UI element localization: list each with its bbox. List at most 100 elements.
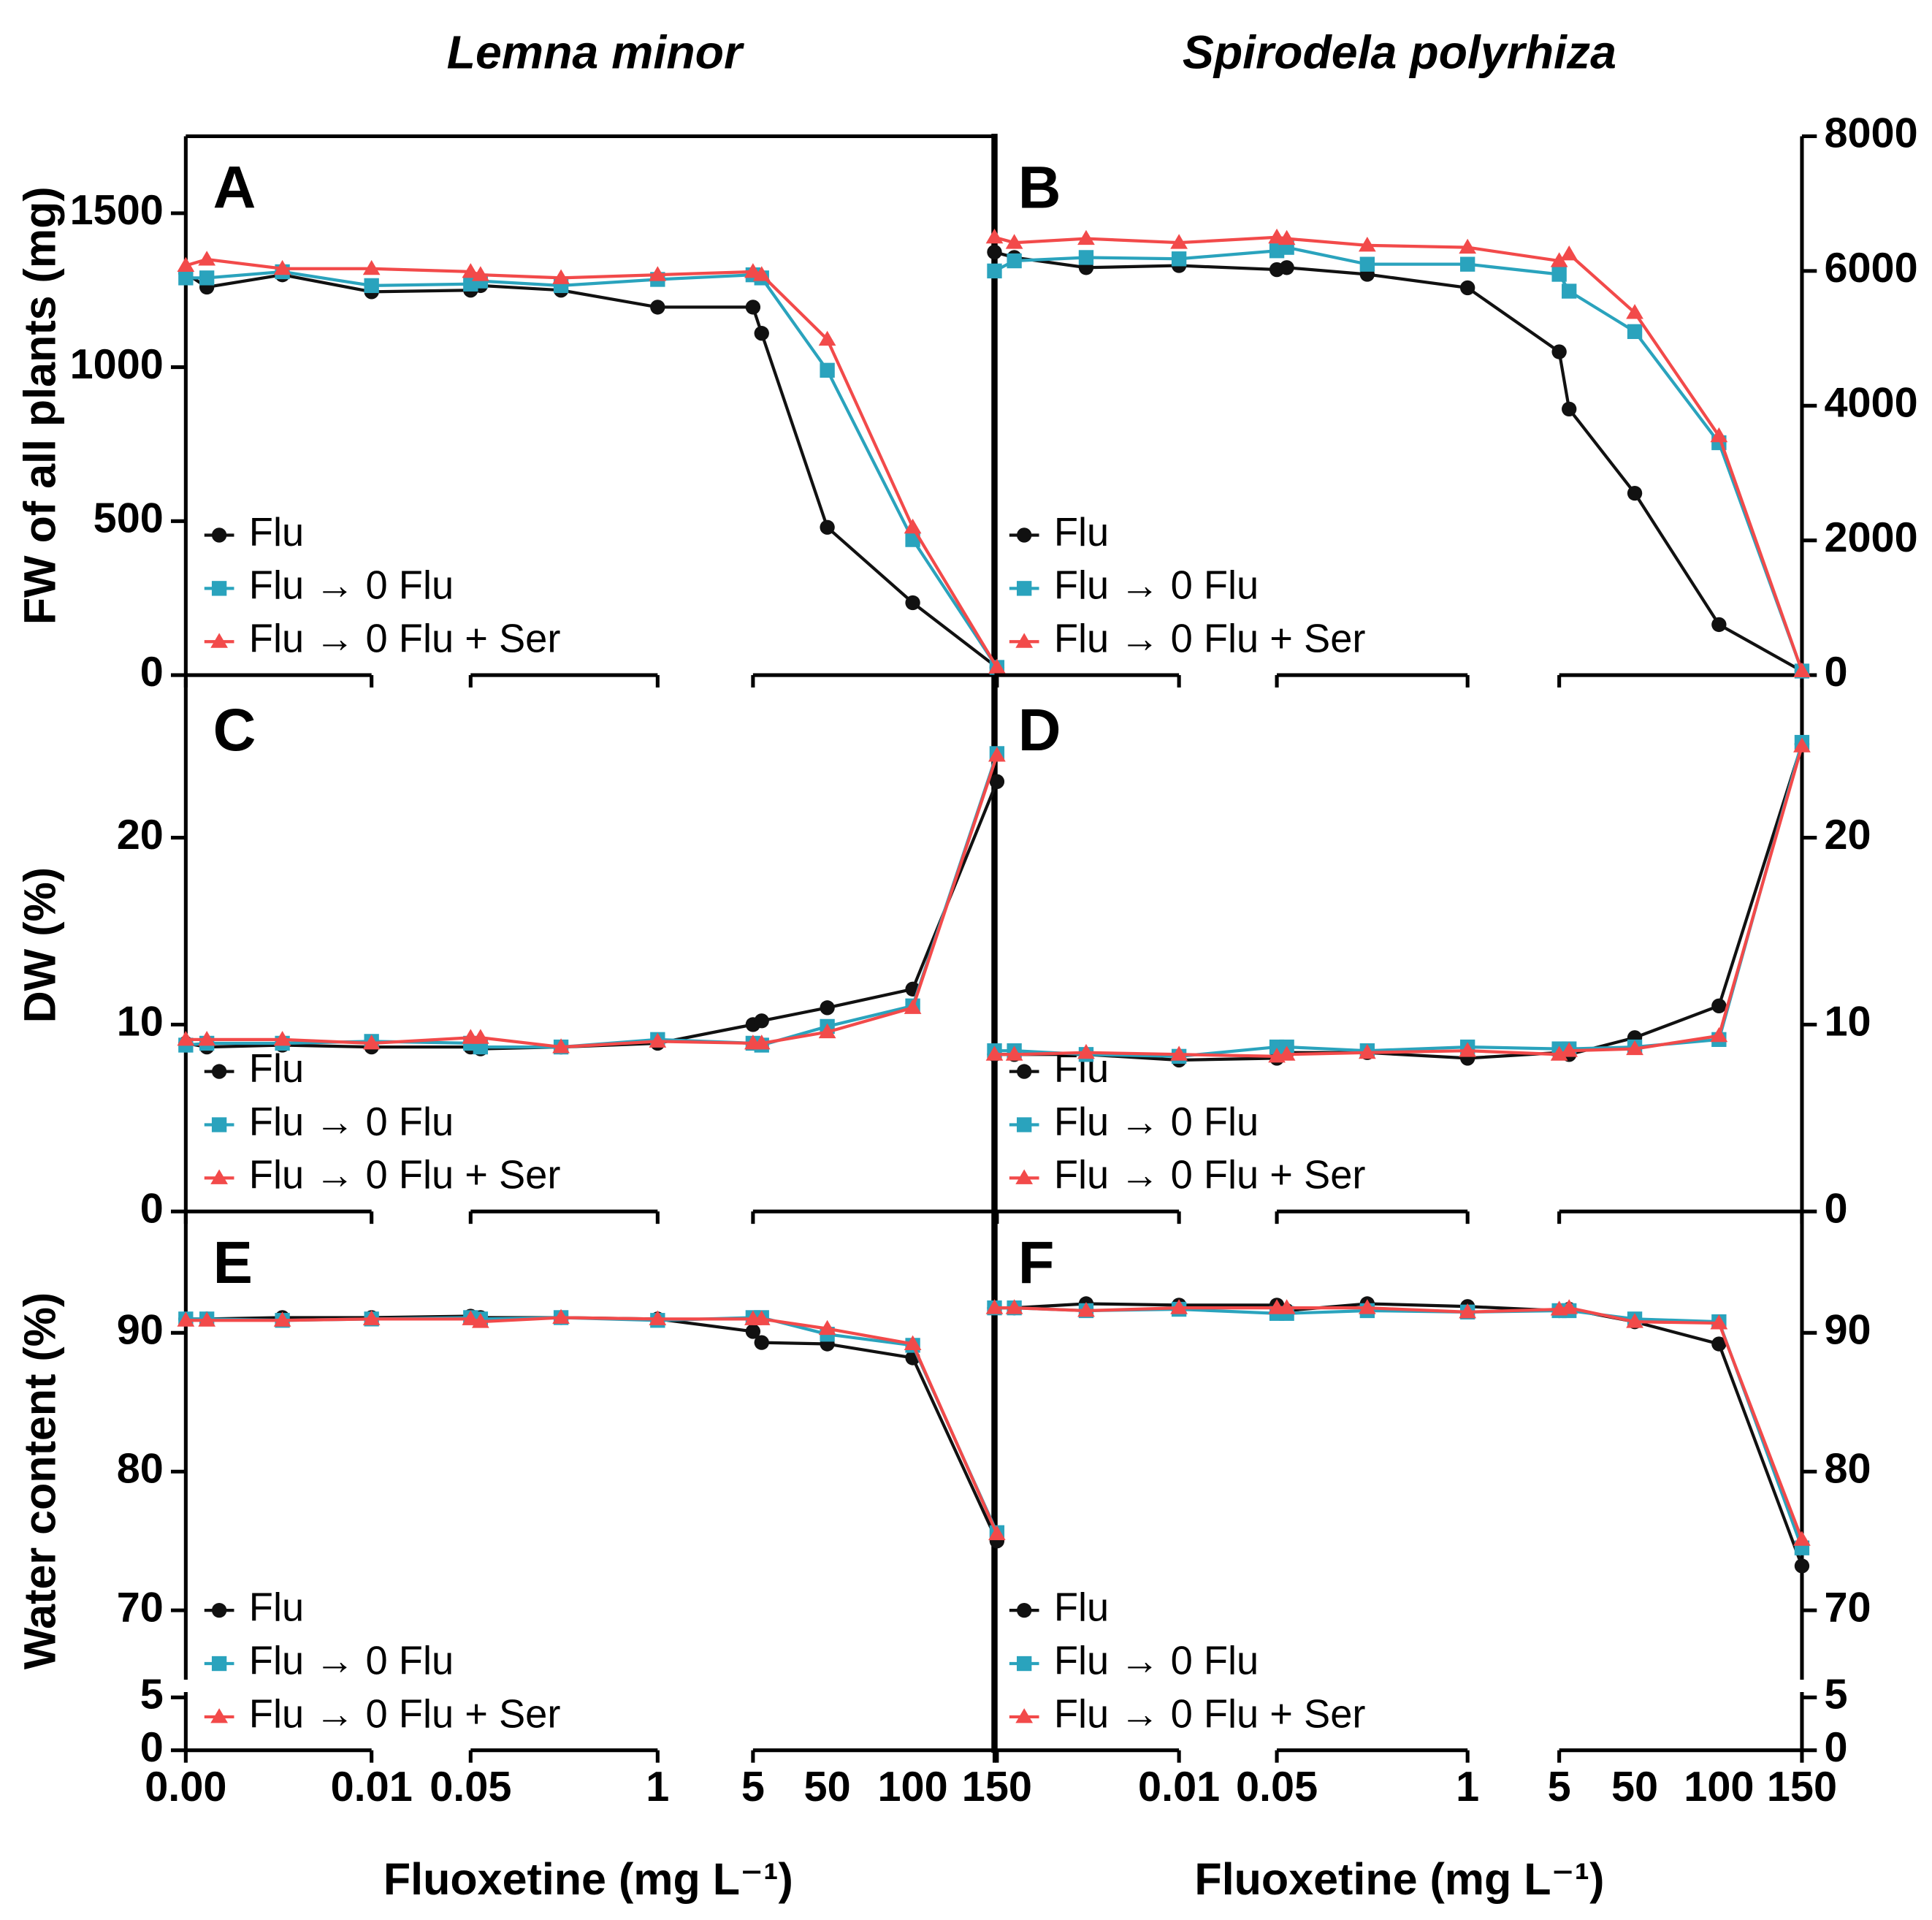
series-line (185, 781, 999, 1051)
point (904, 518, 922, 534)
legend-label: Flu (249, 1585, 304, 1629)
x-tick-label: 5 (741, 1764, 765, 1810)
y-tick-label: 10 (117, 999, 164, 1045)
legend-label: Flu → 0 Flu + Ser (249, 1154, 561, 1197)
point (1017, 527, 1032, 543)
y-tick-label: 0 (1824, 1185, 1847, 1232)
point (1560, 1042, 1578, 1057)
series-line (994, 1306, 1803, 1549)
point (987, 244, 1002, 260)
point (1459, 256, 1475, 272)
legend-label: Flu → 0 Flu (249, 564, 454, 608)
series-line (994, 1306, 1803, 1541)
y-tick-label: 2000 (1824, 514, 1917, 561)
point (362, 259, 381, 275)
point (1007, 253, 1022, 269)
y-axis-title: Water content (%) (15, 1292, 64, 1669)
point (1626, 304, 1643, 319)
legend-label: Flu (249, 511, 304, 555)
y-tick-label: 20 (1824, 812, 1871, 858)
point (177, 1030, 195, 1046)
series-line (186, 1316, 999, 1535)
point (1562, 283, 1577, 299)
point (988, 1525, 1006, 1541)
point (1077, 1302, 1095, 1317)
legend-label: Flu → 0 Flu + Ser (1054, 1154, 1366, 1197)
x-tick-label: 5 (1548, 1764, 1571, 1810)
series-line (186, 270, 999, 668)
point (362, 1310, 381, 1325)
point (1358, 1299, 1376, 1314)
point (650, 300, 665, 315)
point (1459, 1042, 1477, 1057)
point (752, 266, 771, 281)
point (985, 228, 1004, 244)
point (1015, 633, 1034, 648)
point (1626, 1313, 1643, 1328)
y-tick-label: 10 (1824, 999, 1871, 1045)
point (1710, 1026, 1728, 1043)
point (904, 999, 922, 1014)
point (472, 1029, 489, 1044)
y-tick-label: 0 (1824, 649, 1847, 696)
point (198, 1030, 216, 1046)
point (178, 270, 194, 286)
panel-label: E (213, 1230, 253, 1296)
y-tick-label: 6000 (1824, 245, 1917, 292)
series-line (186, 753, 999, 1049)
legend-label: Flu → 0 Flu + Ser (1054, 1692, 1366, 1736)
point (273, 1030, 291, 1046)
series-line (994, 742, 1803, 1058)
point (1459, 280, 1475, 296)
point (649, 1310, 667, 1325)
point (1794, 1558, 1810, 1574)
series-line (994, 745, 1803, 1058)
point (462, 1310, 480, 1325)
point (1170, 234, 1188, 249)
point (1078, 250, 1094, 265)
point (1015, 1708, 1034, 1723)
y-tick-label: 1000 (70, 341, 164, 388)
x-tick-label: 0.00 (145, 1764, 226, 1810)
series-line (994, 1302, 1803, 1567)
point (754, 1013, 769, 1029)
point (1359, 256, 1375, 272)
point (745, 1324, 761, 1339)
x-tick-label: 150 (962, 1764, 1032, 1810)
point (210, 1708, 228, 1723)
x-tick-label: 100 (878, 1764, 948, 1810)
y-tick-label: 20 (117, 812, 164, 858)
legend-label: Flu (249, 1047, 304, 1091)
point (1279, 260, 1294, 275)
point (988, 658, 1006, 674)
point (1017, 1656, 1032, 1672)
point (1017, 581, 1032, 596)
series-line (186, 1316, 999, 1534)
point (1005, 1045, 1023, 1061)
point (989, 774, 1005, 789)
point (649, 266, 667, 281)
point (1459, 238, 1477, 254)
point (1551, 267, 1567, 282)
point (1793, 737, 1811, 753)
y-tick-label: 0 (140, 649, 164, 696)
y-tick-label: 4000 (1824, 379, 1917, 426)
point (552, 269, 570, 284)
point (985, 1045, 1004, 1061)
point (1793, 1531, 1811, 1546)
x-tick-label: 50 (1611, 1764, 1658, 1810)
x-tick-label: 0.01 (331, 1764, 413, 1810)
panel-label: A (213, 154, 256, 221)
point (1711, 617, 1727, 633)
point (988, 747, 1006, 762)
point (904, 1335, 922, 1351)
y-tick-label: 0 (140, 1185, 164, 1232)
y-tick-label: 70 (1824, 1584, 1871, 1631)
point (273, 259, 291, 275)
point (1627, 485, 1643, 501)
legend-label: Flu → 0 Flu (1054, 1100, 1259, 1144)
point (1711, 998, 1727, 1013)
point (552, 1308, 570, 1324)
